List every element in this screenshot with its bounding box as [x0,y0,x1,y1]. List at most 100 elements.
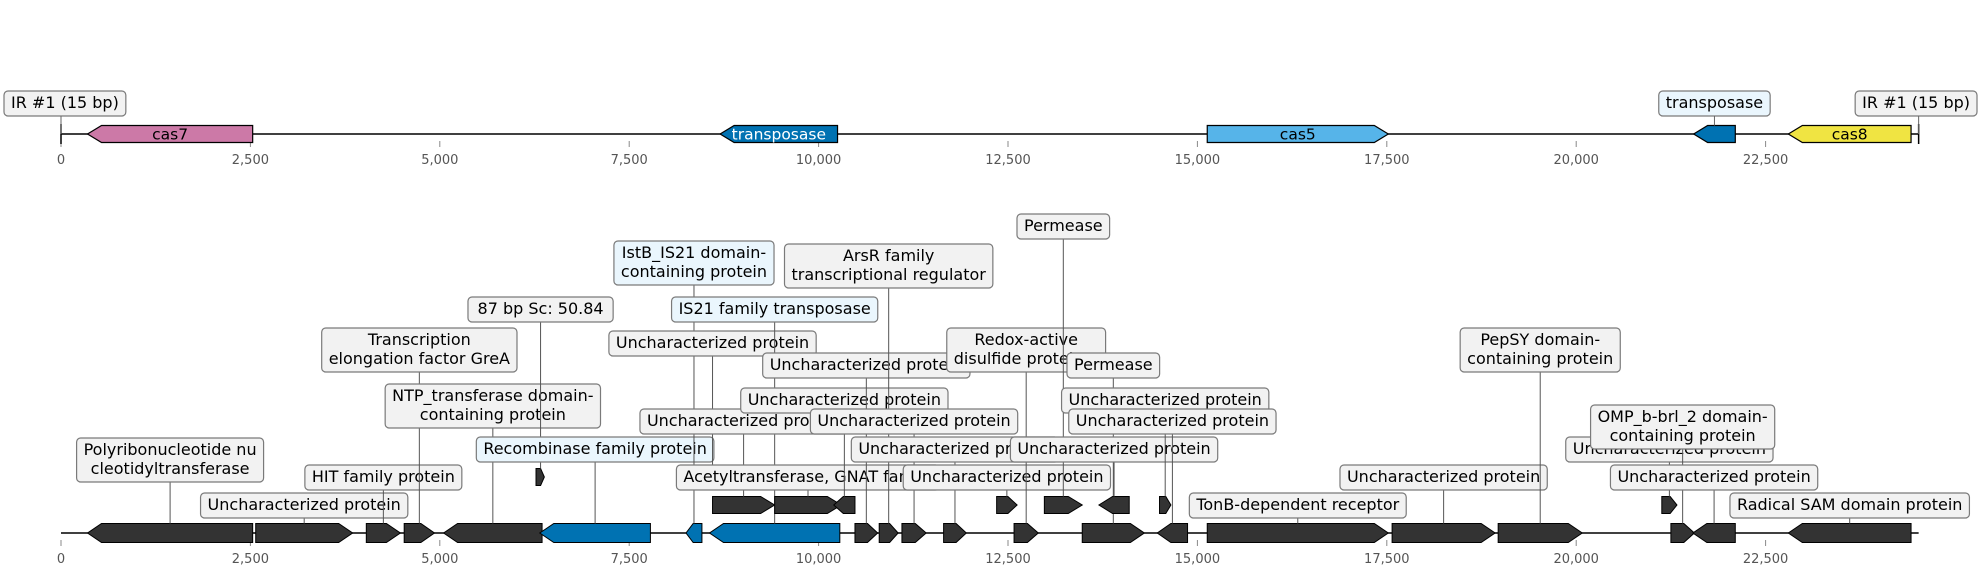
gene-label: Polyribonucleotide nu cleotidyltransferas… [75,437,265,483]
label-text: Redox-active disulfide protein 2 [954,330,1099,368]
label-text: ArsR family transcriptional regulator [791,246,986,284]
label-text: Permease [1024,216,1103,235]
gene-name: transposase [732,126,826,144]
ir-label: IR #1 (15 bp) [1854,90,1978,117]
label-text: Uncharacterized protein [1347,467,1540,486]
gene-label: Uncharacterized protein [740,387,949,414]
gene-feature [1691,490,1736,543]
gene-transposase [1692,124,1736,144]
gene-arrow [718,124,839,144]
gene-arrow [685,523,703,543]
gene-arrow [538,523,651,543]
gene-name: cas5 [1280,126,1316,144]
gene-label: Acetyltransferase, GNAT family [675,464,941,491]
gene-arrow [535,468,545,486]
gene-arrow [86,124,254,144]
label-text: Uncharacterized protein [208,495,401,514]
label-text: Uncharacterized protein [1017,439,1210,458]
ir-label: IR #1 (15 bp) [3,90,127,117]
label-text: IS21 family transposase [679,299,871,318]
gene-label: PepSY domain-containing protein [1459,327,1621,373]
gene-feature [1156,434,1189,543]
gene-label: HIT family protein [304,464,463,491]
label-box [1068,408,1277,435]
label-text: Uncharacterized protein [817,411,1010,430]
label-box [946,327,1107,373]
label-box [321,327,518,373]
label-box [1589,404,1776,450]
label-text: OMP_b-brl_2 domain-containing protein [1598,407,1768,445]
gene-arrow [1691,523,1736,543]
gene-label: Transcription elongation factor GreA [321,327,518,373]
gene-feature [365,490,402,543]
tick-label: 7,500 [611,153,648,168]
tick-label: 5,000 [421,552,458,567]
gene-arrow [365,523,402,543]
tick-label: 0 [57,552,65,567]
label-box [75,437,265,483]
label-text: IR #1 (15 bp) [1862,93,1970,112]
gene-arrow [996,496,1018,514]
sequence-axis: 0 2,500 5,000 7,500 10,000 12,500 15,000 17,500… [57,133,1919,168]
gene-arrow [1043,496,1084,514]
gene-arrow [442,523,543,543]
gene-label: Uncharacterized protein [1009,436,1219,463]
tick-label: 22,500 [1743,153,1789,168]
tick-label: 15,000 [1175,153,1221,168]
gene-label: Uncharacterized protein [1068,408,1277,435]
gene-label: Recombinase family protein [475,436,715,463]
gene-arrow [1156,523,1189,543]
label-text: Recombinase family protein [483,439,707,458]
gene-arrow [712,496,776,514]
tick-label: 0 [57,153,65,168]
label-text: NTP_transferase domain-containing protei… [392,386,593,424]
gene-arrow [878,523,899,543]
gene-callout: transposase [1658,90,1771,117]
label-text: Uncharacterized protein [1069,390,1262,409]
gene-feature [255,518,354,543]
label-text: IstB_IS21 domain-containing protein [621,243,767,281]
tick-label: 15,000 [1175,552,1221,567]
label-box [304,464,463,491]
gene-cas5: cas5 [1206,124,1390,144]
gene-label: Uncharacterized protein [199,492,409,519]
label-text: HIT family protein [312,467,455,486]
gene-label: ArsR family transcriptional regulator [783,243,994,289]
gene-label: TonB-dependent receptor [1188,492,1407,519]
gene-arrow [255,523,354,543]
gene-arrow [1692,124,1736,144]
label-text: Uncharacterized protein [1617,467,1810,486]
tick-label: 12,500 [985,153,1031,168]
tick-label: 12,500 [985,552,1031,567]
tick-label: 17,500 [1364,552,1410,567]
tick-label: 2,500 [232,552,269,567]
gene-arrow [854,523,879,543]
gene-label: Permease [1066,352,1161,379]
tick-label: 22,500 [1743,552,1789,567]
label-box [809,408,1019,435]
label-text: TonB-dependent receptor [1195,495,1399,514]
tick-label: 20,000 [1553,552,1599,567]
gene-label: Redox-active disulfide protein 2 [946,327,1107,373]
label-box [3,90,127,117]
label-box [199,492,409,519]
label-box [783,243,994,289]
gene-label: 87 bp Sc: 50.84 [467,296,614,323]
tick-label: 2,500 [232,153,269,168]
gene-arrow [403,523,436,543]
gene-label: Radical SAM domain protein [1729,492,1971,519]
label-box [384,383,602,429]
label-text: Transcription elongation factor GreA [329,330,510,368]
label-box [1459,327,1621,373]
gene-feature [1097,462,1130,514]
gene-cas8: cas8 [1787,124,1912,144]
gene-feature [996,490,1018,514]
label-text: Uncharacterized protein [770,355,963,374]
label-box [608,330,817,357]
gene-label: OMP_b-brl_2 domain-containing protein [1589,404,1776,450]
label-text: Acetyltransferase, GNAT family [683,467,932,486]
gene-feature [86,482,254,543]
gene-arrow [1206,523,1390,543]
bottom-gene-track: 0 2,500 5,000 7,500 10,000 12,500 15,000 17,500… [57,213,1971,567]
